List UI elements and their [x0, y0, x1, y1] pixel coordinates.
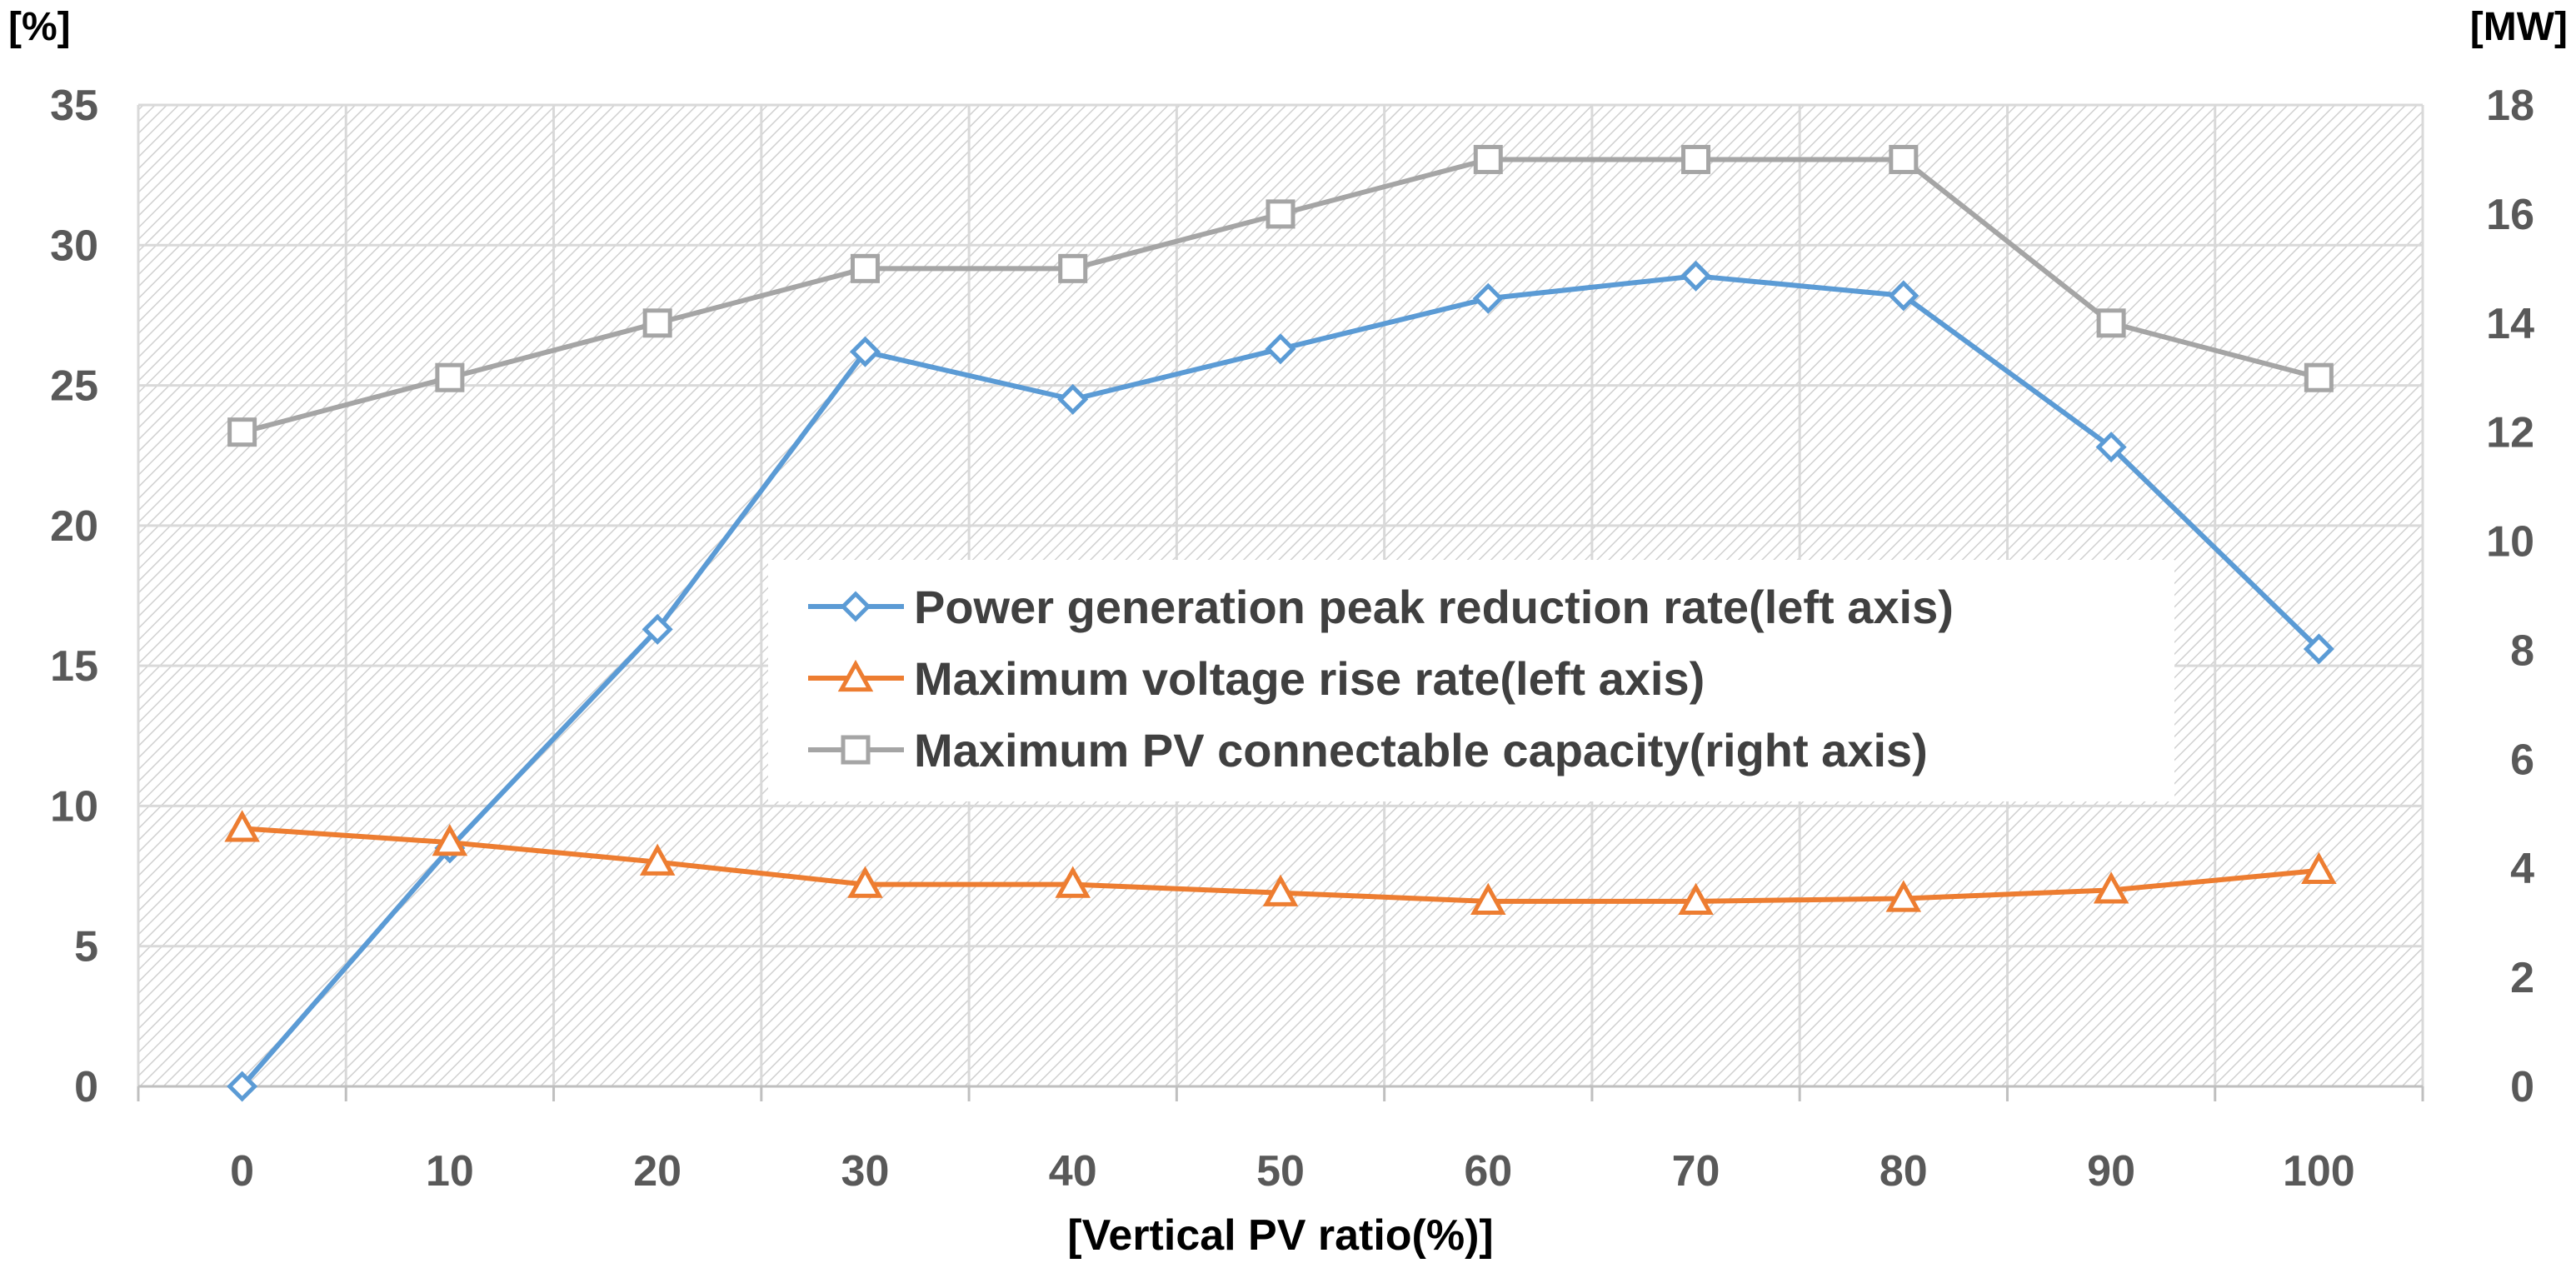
right-axis-unit: [MW]: [2470, 5, 2568, 49]
legend-label-0: Power generation peak reduction rate(lef…: [914, 581, 1954, 633]
data-point-series-0: [2303, 633, 2334, 665]
left-y-tick-label: 25: [50, 362, 98, 411]
data-point-series-0: [227, 1071, 258, 1102]
data-point-series-0: [1472, 282, 1504, 314]
x-tick-label: 10: [426, 1147, 474, 1196]
left-y-tick-label: 10: [50, 782, 98, 831]
data-point-series-2: [1266, 199, 1295, 229]
right-y-tick-label: 0: [2510, 1063, 2534, 1111]
legend: Power generation peak reduction rate(lef…: [768, 560, 2174, 801]
data-point-series-1: [639, 843, 676, 876]
right-y-tick-label: 2: [2510, 954, 2534, 1002]
legend-marker-2: [841, 735, 871, 765]
data-point-series-1: [847, 866, 883, 898]
x-tick-label: 40: [1049, 1147, 1097, 1196]
series: [224, 144, 2337, 1102]
left-y-tick-label: 0: [74, 1063, 98, 1111]
data-point-series-1: [1055, 866, 1091, 898]
data-point-series-1: [1262, 874, 1299, 906]
left-y-tick-label: 15: [50, 642, 98, 691]
right-y-tick-label: 18: [2486, 82, 2534, 130]
axes: 0 5 10 15 20 25 30 35 0 2 4 6 8 10 12 14 16 18 0 10 20 30 40 50…: [50, 82, 2534, 1196]
data-point-series-1: [2301, 851, 2337, 884]
left-y-tick-label: 20: [50, 502, 98, 551]
x-tick-label: 70: [1672, 1147, 1720, 1196]
x-tick-label: 80: [1880, 1147, 1928, 1196]
data-point-series-0: [2095, 432, 2127, 463]
data-point-series-2: [642, 308, 672, 338]
x-tick-label: 50: [1256, 1147, 1305, 1196]
right-y-tick-label: 14: [2486, 300, 2534, 348]
left-y-tick-label: 30: [50, 222, 98, 270]
x-tick-label: 60: [1464, 1147, 1512, 1196]
data-point-series-2: [1681, 144, 1711, 174]
data-point-series-1: [432, 824, 468, 856]
left-y-tick-label: 35: [50, 82, 98, 130]
data-point-series-2: [2304, 362, 2334, 392]
x-tick-label: 90: [2087, 1147, 2135, 1196]
legend-label-1: Maximum voltage rise rate(left axis): [914, 652, 1705, 705]
data-point-series-2: [850, 253, 880, 283]
data-point-series-2: [2096, 308, 2126, 338]
data-point-series-0: [849, 336, 881, 367]
data-point-series-1: [1885, 880, 1922, 912]
left-axis-unit: [%]: [8, 5, 71, 49]
left-y-tick-label: 5: [74, 923, 98, 971]
right-y-tick-label: 10: [2486, 518, 2534, 567]
right-y-tick-label: 12: [2486, 409, 2534, 457]
data-point-series-2: [1473, 144, 1503, 174]
data-point-series-0: [1888, 280, 1920, 312]
data-point-series-2: [435, 362, 465, 392]
data-point-series-0: [1680, 260, 1712, 292]
data-point-series-1: [1678, 882, 1714, 915]
x-tick-label: 20: [633, 1147, 681, 1196]
right-y-tick-label: 4: [2510, 845, 2534, 893]
data-point-series-2: [227, 417, 257, 447]
data-point-series-1: [2093, 871, 2129, 904]
x-tick-label: 0: [230, 1147, 254, 1196]
data-point-series-2: [1889, 144, 1919, 174]
x-tick-label: 100: [2283, 1147, 2355, 1196]
x-axis-title: [Vertical PV ratio(%)]: [1067, 1211, 1493, 1260]
data-point-series-0: [1057, 383, 1089, 415]
data-point-series-1: [1470, 882, 1506, 915]
data-point-series-0: [642, 613, 673, 645]
data-point-series-2: [1058, 253, 1088, 283]
x-tick-label: 30: [841, 1147, 890, 1196]
legend-marker-1: [837, 659, 874, 692]
legend-label-2: Maximum PV connectable capacity(right ax…: [914, 724, 1928, 776]
data-point-series-0: [1265, 333, 1296, 365]
right-y-tick-label: 6: [2510, 736, 2534, 784]
right-y-tick-label: 16: [2486, 191, 2534, 239]
legend-box: [768, 560, 2174, 801]
legend-marker-0: [840, 591, 871, 622]
right-y-tick-label: 8: [2510, 627, 2534, 675]
data-point-series-1: [224, 810, 260, 842]
